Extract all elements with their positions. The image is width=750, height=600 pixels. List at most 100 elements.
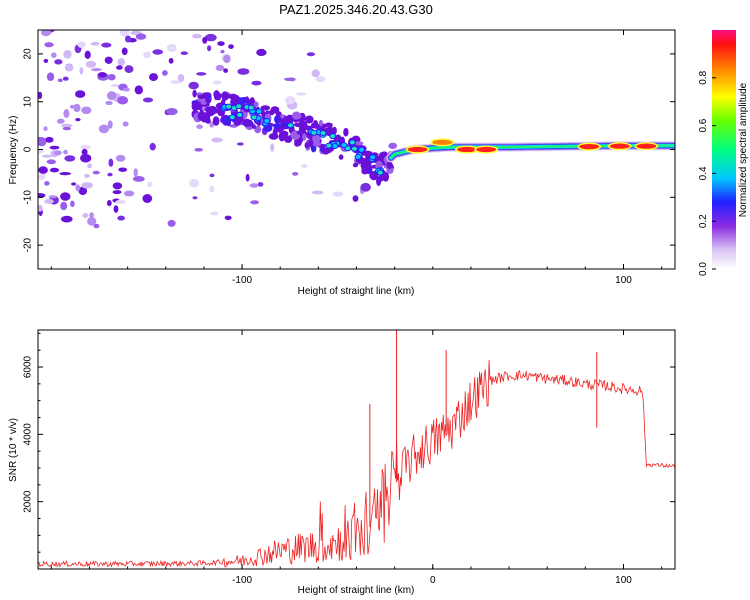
noise-blob <box>60 192 71 201</box>
snr-axes: -100 0 100 2000 4000 6000 <box>23 330 675 586</box>
noise-blob <box>71 182 77 186</box>
noise-blob <box>168 57 174 64</box>
noise-blob <box>217 41 225 46</box>
colorbar: 0.0 0.2 0.4 0.6 0.8 Normalized spectral ampl… <box>698 30 749 276</box>
noise-blob <box>292 172 299 176</box>
track-blob <box>322 148 330 155</box>
noise-blob <box>44 198 54 204</box>
noise-blob <box>38 166 48 174</box>
noise-blob <box>202 36 208 44</box>
spectrogram-content <box>38 30 675 229</box>
noise-blob <box>38 193 46 198</box>
noise-blob <box>119 30 130 37</box>
y-tick-label: -10 <box>23 190 34 205</box>
noise-blob <box>149 142 156 151</box>
noise-blob <box>106 200 112 207</box>
track-blob <box>291 111 301 120</box>
noise-blob <box>75 90 86 98</box>
track-blob <box>312 134 321 144</box>
noise-blob <box>56 118 65 124</box>
noise-blob <box>63 49 72 59</box>
snr-ylabel: SNR (10 * v/v) <box>8 418 19 482</box>
noise-blob <box>105 100 113 106</box>
track-core <box>287 122 294 129</box>
track-core <box>228 114 236 121</box>
noise-blob <box>251 80 262 86</box>
track-blob <box>386 161 393 169</box>
noise-blob <box>237 142 244 146</box>
noise-blob <box>49 145 60 150</box>
colorbar-gradient <box>712 30 736 269</box>
noise-blob <box>311 190 324 195</box>
track-core <box>340 142 348 149</box>
noise-blob <box>97 72 107 78</box>
spectrogram-xlabel: Height of straight line (km) <box>298 286 415 297</box>
noise-blob <box>84 173 90 178</box>
track-blob <box>205 106 214 114</box>
track-blob <box>254 125 262 134</box>
track-blob <box>213 90 220 99</box>
noise-blob <box>41 30 52 37</box>
noise-blob <box>194 148 203 152</box>
y-tick-label: 10 <box>23 96 34 108</box>
noise-blob <box>84 50 91 59</box>
track-blob <box>202 92 212 97</box>
hotspot <box>636 143 657 149</box>
track-core <box>376 169 384 176</box>
noise-blob <box>132 176 145 182</box>
noise-blob <box>223 68 229 73</box>
noise-blob <box>89 212 94 219</box>
noise-blob <box>215 64 225 71</box>
hotspot <box>476 146 497 153</box>
noise-blob <box>63 149 68 155</box>
track-blob <box>278 131 286 142</box>
noise-blob <box>162 70 168 76</box>
track-core <box>369 154 377 161</box>
track-blob <box>239 118 246 123</box>
noise-blob <box>43 126 48 132</box>
track-blob <box>201 116 209 123</box>
noise-blob <box>123 190 135 197</box>
noise-blob <box>77 41 86 48</box>
noise-blob <box>63 109 70 118</box>
noise-blob <box>149 73 158 82</box>
hotspot <box>579 144 600 150</box>
noise-blob <box>147 181 153 188</box>
noise-blob <box>220 49 225 54</box>
track-core <box>354 153 362 160</box>
noise-blob <box>133 168 138 177</box>
noise-blob <box>60 201 68 211</box>
noise-blob <box>46 72 55 81</box>
colorbar-tick-label: 0.8 <box>698 70 709 84</box>
noise-blob <box>209 173 215 178</box>
noise-blob <box>70 104 75 109</box>
track-blob <box>268 109 275 116</box>
track-blob <box>260 105 271 111</box>
noise-blob <box>62 126 71 131</box>
noise-blob <box>196 72 207 76</box>
y-tick-label: 0 <box>23 146 34 152</box>
noise-blob <box>81 182 93 189</box>
noise-blob <box>166 108 178 116</box>
track-core <box>263 117 271 124</box>
track-core <box>325 142 333 149</box>
colorbar-tick-label: 0.6 <box>698 118 709 132</box>
noise-blob <box>110 83 120 88</box>
track-blob <box>338 154 344 160</box>
noise-blob <box>87 163 92 169</box>
track-blob <box>319 119 323 127</box>
track-core <box>319 130 327 136</box>
track-blob <box>343 127 349 137</box>
noise-blob <box>75 118 81 122</box>
track-blob <box>280 114 285 119</box>
track-core <box>225 103 233 110</box>
noise-blob <box>237 68 250 75</box>
noise-blob <box>115 154 126 162</box>
noise-blob <box>204 33 217 42</box>
track-blob <box>277 118 287 123</box>
track-blob <box>245 96 249 102</box>
noise-blob <box>42 154 52 158</box>
noise-blob <box>53 150 62 156</box>
colorbar-tick-label: 0.2 <box>698 214 709 228</box>
